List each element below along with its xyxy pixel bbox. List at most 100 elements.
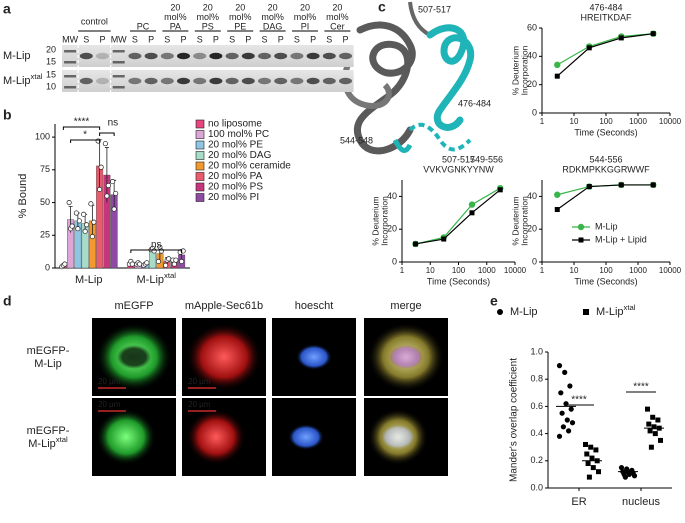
data-point xyxy=(556,363,563,369)
significance-label: **** xyxy=(74,117,90,128)
data-point xyxy=(102,141,108,147)
row-label: mEGFP- xyxy=(27,425,70,437)
data-point xyxy=(652,431,658,437)
data-point xyxy=(62,261,68,267)
data-point xyxy=(618,182,624,188)
x-tick-label: 100 xyxy=(452,266,466,275)
gel-band xyxy=(306,52,320,60)
micrograph xyxy=(364,318,448,396)
legend-swatch xyxy=(195,193,205,202)
y-axis-label: % Bound xyxy=(17,174,29,219)
gel-header: Cer xyxy=(330,21,345,31)
x-tick-label: 1 xyxy=(540,266,545,275)
gel-header: PE xyxy=(234,21,246,31)
mw-label: 15 xyxy=(46,69,56,79)
data-point xyxy=(658,437,663,443)
x-tick-label: 1000 xyxy=(629,266,647,275)
data-point xyxy=(412,241,418,247)
chart-title: 507-517 xyxy=(442,154,475,164)
data-point xyxy=(105,182,111,189)
data-point xyxy=(129,261,135,267)
lane-label: S xyxy=(164,34,170,44)
significance-label: * xyxy=(83,130,87,141)
legend-label-text: M-Lip xyxy=(510,306,538,318)
x-axis-label: Time (Seconds) xyxy=(574,276,637,286)
gel-band xyxy=(339,77,352,85)
data-point xyxy=(66,199,72,206)
gel-header: PC xyxy=(137,21,150,31)
data-point xyxy=(554,191,561,198)
y-tick-label: 100 xyxy=(35,131,50,141)
data-point xyxy=(110,179,116,185)
gel-band xyxy=(79,52,93,60)
panel-label: d xyxy=(3,293,12,309)
y-tick-label: 0.0 xyxy=(530,482,543,492)
data-point xyxy=(569,420,576,426)
y-tick-label: 0.6 xyxy=(530,401,543,411)
data-line xyxy=(415,189,501,245)
y-tick-label: 40 xyxy=(527,51,537,61)
data-point xyxy=(566,428,572,434)
data-point xyxy=(618,465,625,471)
gel-header: PS xyxy=(202,21,214,31)
data-point xyxy=(89,234,95,240)
gel-band xyxy=(160,52,174,60)
gel-image xyxy=(62,70,354,92)
legend-swatch xyxy=(195,151,205,160)
data-point xyxy=(593,447,599,453)
data-point xyxy=(650,31,656,37)
y-tick-label: 1.0 xyxy=(530,346,543,356)
data-line xyxy=(556,184,654,211)
gel-band xyxy=(177,52,190,60)
legend-label-text: M-Lip xyxy=(596,306,624,318)
x-tick-label: 1000 xyxy=(629,117,647,126)
gel-band xyxy=(193,52,207,60)
data-point xyxy=(469,210,475,216)
y-tick-label: 20 xyxy=(527,224,537,234)
gel-header: mol% xyxy=(197,12,220,22)
y-tick-label: 60 xyxy=(527,22,537,32)
x-tick-label: 10 xyxy=(570,117,579,126)
data-point xyxy=(558,390,564,396)
data-point xyxy=(584,451,590,457)
legend-swatch xyxy=(195,161,205,171)
ladder-band xyxy=(64,61,77,64)
legend-label: 20 mol% PE xyxy=(208,140,263,151)
gel-band xyxy=(96,52,109,60)
gel-band xyxy=(241,52,255,60)
cell-signal xyxy=(186,409,246,465)
data-point xyxy=(590,465,596,471)
scale-bar-label: 20 µm xyxy=(188,377,211,386)
lane-label: S xyxy=(261,34,267,44)
gel-band xyxy=(225,52,239,60)
y-tick-label: 20 xyxy=(527,79,537,89)
lane-label: S xyxy=(83,34,89,44)
lane-label: P xyxy=(99,34,105,44)
data-point xyxy=(173,257,179,263)
gel-header: PI xyxy=(301,21,310,31)
y-axis-label: Incorporation xyxy=(519,196,529,246)
protein-structure xyxy=(342,1,475,155)
ladder-band xyxy=(64,75,77,78)
legend-label: M-Lip xyxy=(595,221,618,231)
gel-band xyxy=(193,77,207,85)
y-tick-label: 40 xyxy=(527,191,537,201)
gel-header: 20 xyxy=(300,2,310,12)
gel-header: control xyxy=(81,16,108,26)
x-tick-label: 10000 xyxy=(659,266,682,275)
x-tick-label-text: M-Lip xyxy=(75,274,103,286)
y-tick-label: 0 xyxy=(532,107,537,117)
lane-label: P xyxy=(180,34,186,44)
data-point xyxy=(622,474,629,480)
y-tick-label: 0.4 xyxy=(530,428,543,438)
cell-signal xyxy=(186,323,262,391)
scale-bar-label: 20 µm xyxy=(188,400,211,409)
legend-label: 20 mol% PA xyxy=(208,171,263,182)
data-point xyxy=(137,261,143,267)
x-axis-label: Time (Seconds) xyxy=(427,276,490,286)
gel-band xyxy=(322,52,336,60)
structure-label: 507-517 xyxy=(418,4,451,14)
gel-band xyxy=(322,77,336,85)
data-line xyxy=(556,33,654,66)
x-tick-label: nucleus xyxy=(622,496,660,508)
